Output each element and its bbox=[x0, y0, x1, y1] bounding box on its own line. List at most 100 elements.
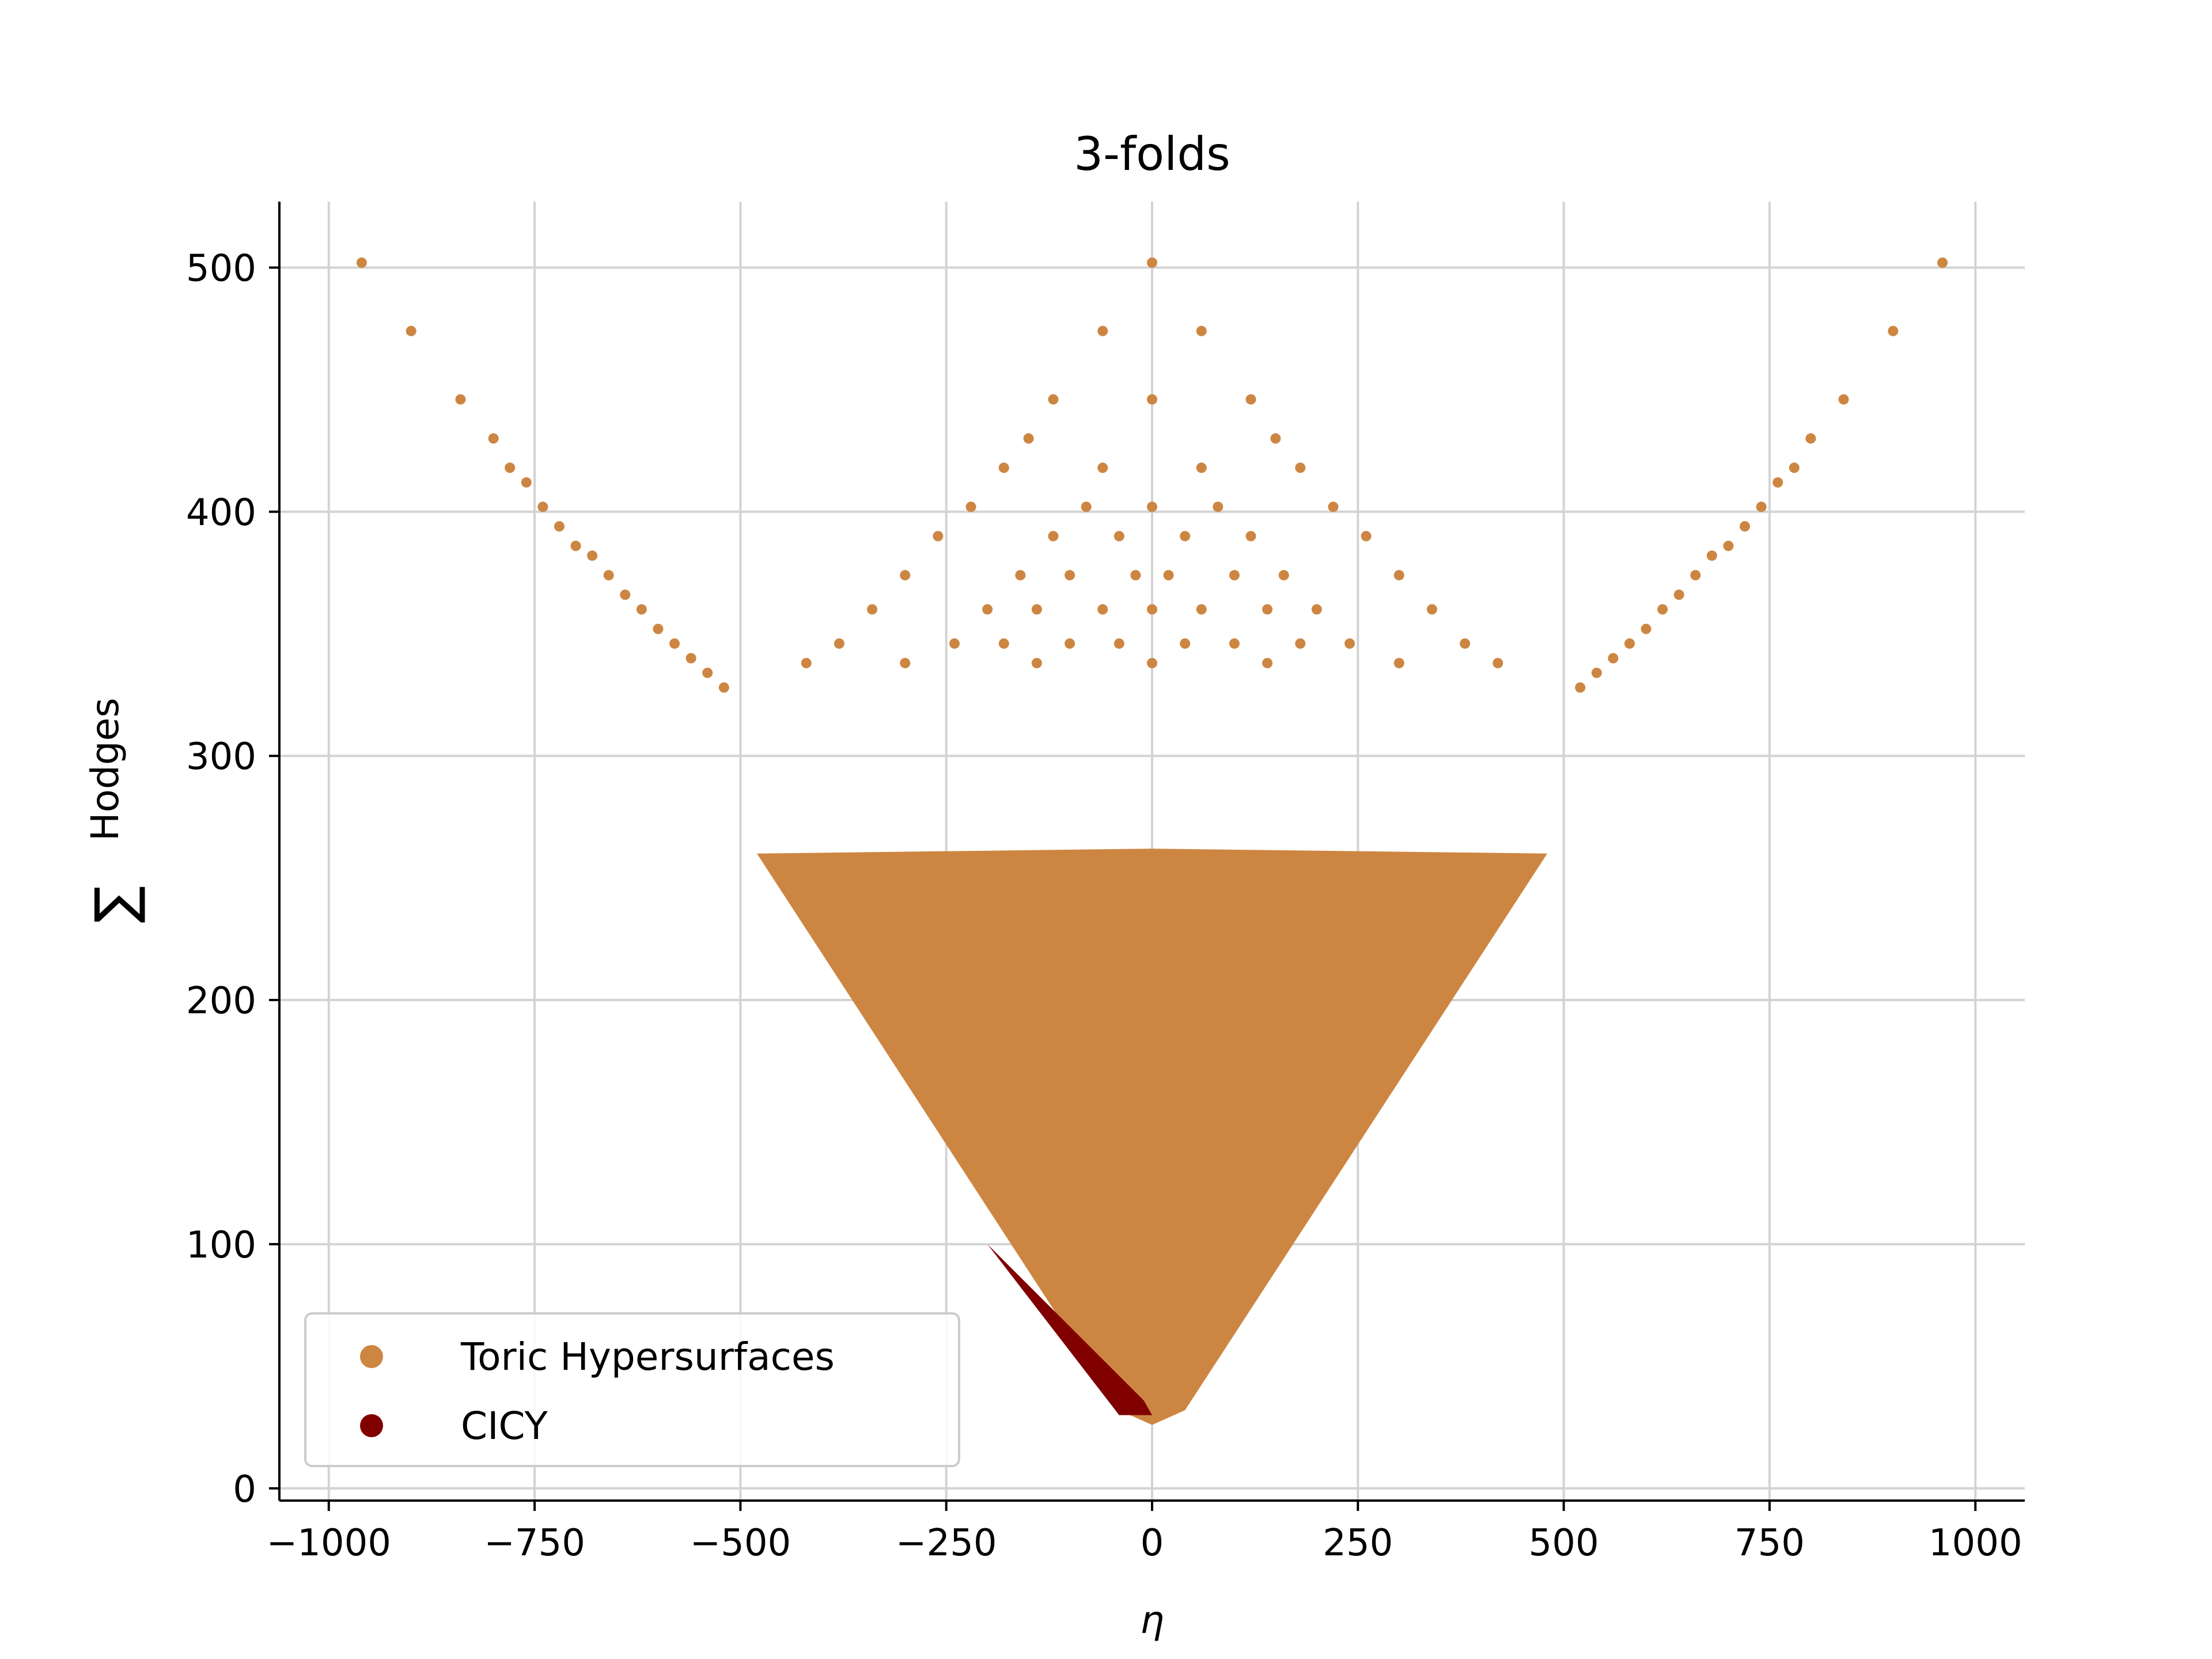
y-axis-label-sum-symbol: ∑ bbox=[83, 886, 147, 923]
toric-point-18 bbox=[1937, 257, 1948, 268]
cicy-dense-region bbox=[987, 1244, 1152, 1415]
toric-point-71 bbox=[1147, 604, 1157, 615]
toric-point-91 bbox=[1393, 658, 1404, 669]
toric-point-60 bbox=[1015, 570, 1026, 581]
toric-point-19 bbox=[1888, 325, 1899, 336]
toric-point-79 bbox=[1065, 638, 1075, 649]
toric-point-26 bbox=[1723, 540, 1734, 551]
toric-point-10 bbox=[603, 570, 614, 581]
y-tick-label-2: 200 bbox=[186, 980, 256, 1022]
toric-point-4 bbox=[505, 463, 516, 474]
toric-point-41 bbox=[1245, 394, 1256, 405]
y-tick-label-4: 400 bbox=[186, 491, 256, 534]
toric-point-9 bbox=[587, 550, 598, 561]
toric-point-12 bbox=[636, 604, 647, 615]
toric-point-15 bbox=[685, 653, 696, 664]
toric-point-43 bbox=[1270, 433, 1281, 444]
toric-point-80 bbox=[1113, 638, 1124, 649]
toric-point-68 bbox=[982, 604, 993, 615]
toric-point-16 bbox=[702, 668, 713, 679]
toric-point-49 bbox=[1081, 501, 1092, 512]
x-tick-label-8: 1000 bbox=[1929, 1522, 2022, 1565]
toric-point-38 bbox=[1196, 325, 1207, 336]
toric-point-85 bbox=[1460, 638, 1471, 649]
toric-point-34 bbox=[1591, 668, 1602, 679]
toric-point-24 bbox=[1756, 501, 1767, 512]
toric-point-40 bbox=[1147, 394, 1157, 405]
toric-point-20 bbox=[1838, 394, 1849, 405]
toric-point-5 bbox=[521, 477, 532, 488]
toric-point-62 bbox=[1130, 570, 1141, 581]
x-tick-label-1: −750 bbox=[484, 1522, 585, 1565]
toric-point-56 bbox=[1180, 531, 1191, 541]
y-axis-label: ∑ Hodges bbox=[83, 698, 147, 923]
toric-point-75 bbox=[1426, 604, 1437, 615]
toric-point-14 bbox=[669, 638, 680, 649]
toric-point-87 bbox=[900, 658, 911, 669]
toric-point-33 bbox=[1608, 653, 1619, 664]
x-tick-label-7: 750 bbox=[1734, 1522, 1805, 1565]
toric-point-59 bbox=[900, 570, 911, 581]
legend-marker-toric-hypersurfaces bbox=[360, 1345, 383, 1368]
toric-point-84 bbox=[1344, 638, 1355, 649]
toric-point-90 bbox=[1262, 658, 1273, 669]
toric-point-67 bbox=[867, 604, 878, 615]
toric-point-76 bbox=[834, 638, 844, 649]
toric-point-0 bbox=[356, 257, 367, 268]
toric-point-82 bbox=[1229, 638, 1240, 649]
toric-point-69 bbox=[1031, 604, 1042, 615]
x-axis-ticks: −1000 −750 −500 −250 0 250 500 750 1000 bbox=[267, 1501, 2022, 1565]
legend-box bbox=[304, 1312, 960, 1467]
toric-point-6 bbox=[537, 501, 548, 512]
toric-point-66 bbox=[1393, 570, 1404, 581]
legend-marker-cicy bbox=[360, 1414, 383, 1437]
toric-point-51 bbox=[1213, 501, 1224, 512]
toric-point-3 bbox=[488, 433, 499, 444]
toric-point-81 bbox=[1180, 638, 1191, 649]
toric-point-63 bbox=[1163, 570, 1174, 581]
toric-point-39 bbox=[1048, 394, 1059, 405]
toric-point-13 bbox=[653, 623, 664, 634]
y-tick-label-0: 0 bbox=[233, 1468, 256, 1511]
toric-point-83 bbox=[1295, 638, 1306, 649]
toric-point-2 bbox=[455, 394, 466, 405]
toric-point-30 bbox=[1657, 604, 1668, 615]
toric-point-70 bbox=[1097, 604, 1108, 615]
toric-point-45 bbox=[1097, 463, 1108, 474]
toric-point-23 bbox=[1772, 477, 1783, 488]
toric-point-89 bbox=[1147, 658, 1157, 669]
x-tick-label-0: −1000 bbox=[267, 1522, 392, 1565]
data-layer bbox=[356, 257, 1948, 1425]
toric-point-31 bbox=[1641, 623, 1652, 634]
toric-point-8 bbox=[570, 540, 581, 551]
toric-point-57 bbox=[1245, 531, 1256, 541]
toric-point-74 bbox=[1311, 604, 1322, 615]
toric-point-64 bbox=[1229, 570, 1240, 581]
toric-point-65 bbox=[1278, 570, 1289, 581]
toric-point-36 bbox=[1147, 257, 1157, 268]
x-tick-label-6: 500 bbox=[1529, 1522, 1599, 1565]
toric-point-27 bbox=[1706, 550, 1717, 561]
y-tick-label-1: 100 bbox=[186, 1224, 256, 1267]
toric-point-22 bbox=[1789, 463, 1800, 474]
toric-point-88 bbox=[1031, 658, 1042, 669]
legend-label-cicy: CICY bbox=[461, 1404, 548, 1448]
toric-point-53 bbox=[933, 531, 944, 541]
toric-point-7 bbox=[554, 521, 565, 532]
toric-hypersurfaces-dense-region bbox=[756, 849, 1548, 1425]
toric-point-21 bbox=[1805, 433, 1816, 444]
toric-point-44 bbox=[998, 463, 1009, 474]
x-tick-label-3: −250 bbox=[896, 1522, 997, 1565]
toric-point-17 bbox=[718, 682, 729, 693]
toric-point-42 bbox=[1023, 433, 1034, 444]
toric-point-86 bbox=[801, 658, 812, 669]
toric-point-54 bbox=[1048, 531, 1059, 541]
toric-point-32 bbox=[1624, 638, 1635, 649]
toric-point-73 bbox=[1262, 604, 1273, 615]
toric-point-58 bbox=[1361, 531, 1372, 541]
toric-point-50 bbox=[1147, 501, 1157, 512]
toric-point-46 bbox=[1196, 463, 1207, 474]
toric-point-28 bbox=[1690, 570, 1701, 581]
toric-point-11 bbox=[620, 589, 631, 600]
